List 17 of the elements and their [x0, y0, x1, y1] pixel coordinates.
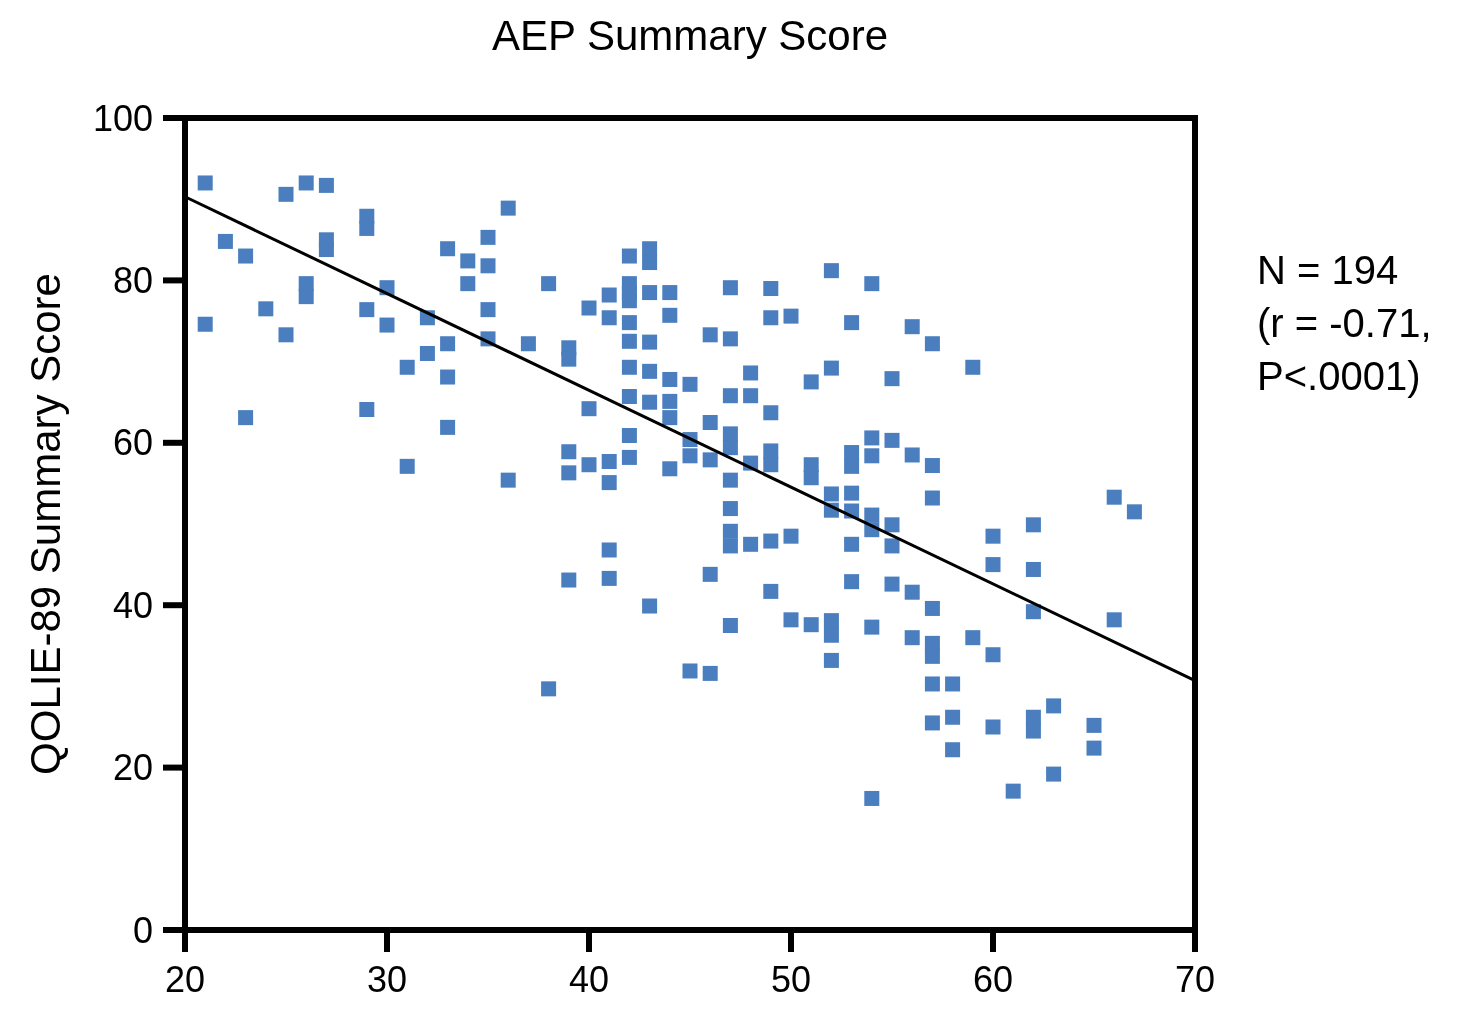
- y-tick-label: 60: [112, 422, 153, 464]
- chart-title: AEP Summary Score: [491, 12, 889, 59]
- text: N = 194: [1257, 248, 1399, 292]
- y-tick-label: 40: [112, 584, 153, 626]
- x-tick-label: 20: [164, 959, 206, 1000]
- x-tick-label: 60: [972, 959, 1014, 1000]
- x-tick-label: 50: [770, 959, 812, 1000]
- text: (r = -0.71,: [1257, 301, 1432, 345]
- x-tick-label: 70: [1174, 959, 1216, 1000]
- x-tick-label: 30: [366, 959, 408, 1000]
- y-tick-label: 80: [112, 260, 153, 301]
- y-axis-title: QOLIE-89 Summary Score: [22, 273, 69, 775]
- text: P<.0001): [1257, 354, 1421, 398]
- x-tick-label: 40: [568, 959, 610, 1000]
- y-tick-label: 0: [132, 909, 153, 951]
- y-tick-label: 100: [92, 97, 153, 139]
- y-tick-label: 20: [112, 747, 153, 789]
